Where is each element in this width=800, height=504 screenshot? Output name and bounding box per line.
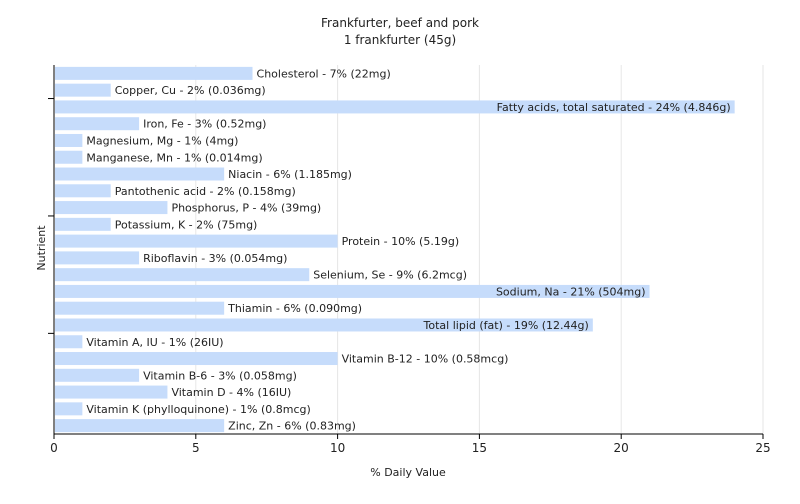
bar xyxy=(55,167,225,181)
bar-label: Manganese, Mn - 1% (0.014mg) xyxy=(86,151,262,164)
bar xyxy=(55,318,593,332)
bar-label: Vitamin A, IU - 1% (26IU) xyxy=(86,336,223,349)
bar-label: Riboflavin - 3% (0.054mg) xyxy=(143,252,287,265)
bar xyxy=(55,184,111,198)
x-tick-label: 15 xyxy=(472,441,487,455)
bar xyxy=(55,217,111,231)
bar-label: Total lipid (fat) - 19% (12.44g) xyxy=(423,319,589,332)
bar-label: Iron, Fe - 3% (0.52mg) xyxy=(143,118,266,131)
bar-label: Sodium, Na - 21% (504mg) xyxy=(496,285,646,298)
x-tick-label: 25 xyxy=(755,441,770,455)
bar xyxy=(55,352,338,366)
bar xyxy=(55,268,310,282)
chart-title: Frankfurter, beef and pork xyxy=(321,16,479,30)
bar-label: Vitamin K (phylloquinone) - 1% (0.8mcg) xyxy=(86,403,310,416)
bar-label: Selenium, Se - 9% (6.2mcg) xyxy=(313,269,467,282)
bar xyxy=(55,117,140,131)
bar xyxy=(55,83,111,97)
x-tick-label: 5 xyxy=(192,441,200,455)
bar-label: Vitamin B-12 - 10% (0.58mcg) xyxy=(342,353,509,366)
bar xyxy=(55,402,83,416)
bar xyxy=(55,234,338,248)
axis-layer: 0 5 10 15 20 25 xyxy=(48,65,771,455)
x-tick-label: 20 xyxy=(614,441,629,455)
x-tick-label: 10 xyxy=(330,441,345,455)
bar xyxy=(55,368,140,382)
bar xyxy=(55,335,83,349)
bar xyxy=(55,66,253,80)
bar-label: Zinc, Zn - 6% (0.83mg) xyxy=(228,420,356,433)
bar-layer: Cholesterol - 7% (22mg) Copper, Cu - 2% (… xyxy=(55,66,735,433)
bar-label: Vitamin B-6 - 3% (0.058mg) xyxy=(143,369,297,382)
bar xyxy=(55,385,168,399)
bar xyxy=(55,100,735,114)
grid-layer xyxy=(195,65,764,434)
bar xyxy=(55,201,168,215)
x-axis-title: % Daily Value xyxy=(370,466,446,479)
bar-label: Cholesterol - 7% (22mg) xyxy=(257,67,391,80)
bar-label: Pantothenic acid - 2% (0.158mg) xyxy=(115,185,296,198)
bar-label: Protein - 10% (5.19g) xyxy=(342,235,460,248)
bar-label: Thiamin - 6% (0.090mg) xyxy=(227,302,362,315)
bar-label: Niacin - 6% (1.185mg) xyxy=(228,168,352,181)
bar-label: Copper, Cu - 2% (0.036mg) xyxy=(115,84,266,97)
x-tick-label: 0 xyxy=(50,441,58,455)
bar-label: Potassium, K - 2% (75mg) xyxy=(115,218,258,231)
bar xyxy=(55,251,140,265)
chart-subtitle: 1 frankfurter (45g) xyxy=(344,33,456,47)
bar xyxy=(55,419,225,433)
bar-label: Phosphorus, P - 4% (39mg) xyxy=(171,202,321,215)
bar-label: Vitamin D - 4% (16IU) xyxy=(171,386,291,399)
bar-label: Fatty acids, total saturated - 24% (4.84… xyxy=(497,101,731,114)
y-axis-title: Nutrient xyxy=(35,225,48,271)
bar-label: Magnesium, Mg - 1% (4mg) xyxy=(86,134,238,147)
bar xyxy=(55,133,83,147)
bar xyxy=(55,150,83,164)
bar xyxy=(55,301,225,315)
bar xyxy=(55,284,650,298)
